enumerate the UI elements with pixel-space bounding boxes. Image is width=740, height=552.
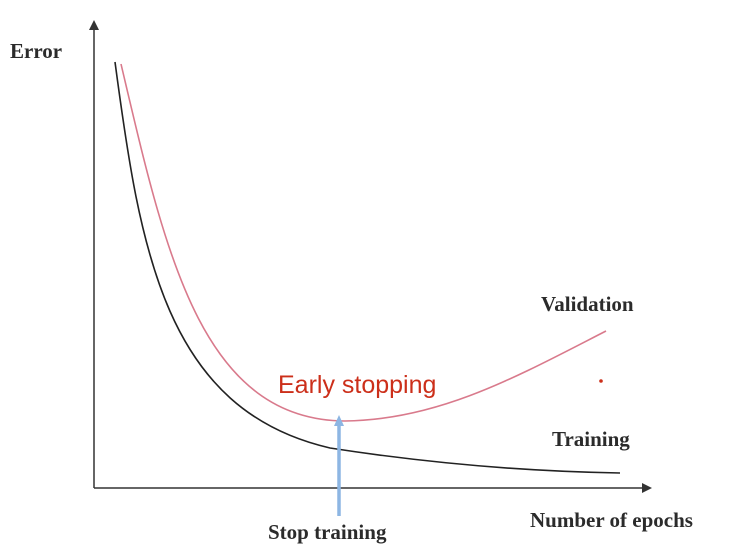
training-curve (114, 61, 621, 474)
early-stopping-label: Early stopping (278, 371, 436, 399)
training-series-label: Training (552, 427, 630, 451)
x-axis-label: Number of epochs (530, 508, 693, 532)
stop-training-label: Stop training (268, 520, 387, 544)
validation-curve (120, 63, 607, 422)
y-axis-label: Error (10, 39, 62, 63)
validation-series-label: Validation (541, 292, 634, 316)
stray-dot (599, 379, 603, 383)
